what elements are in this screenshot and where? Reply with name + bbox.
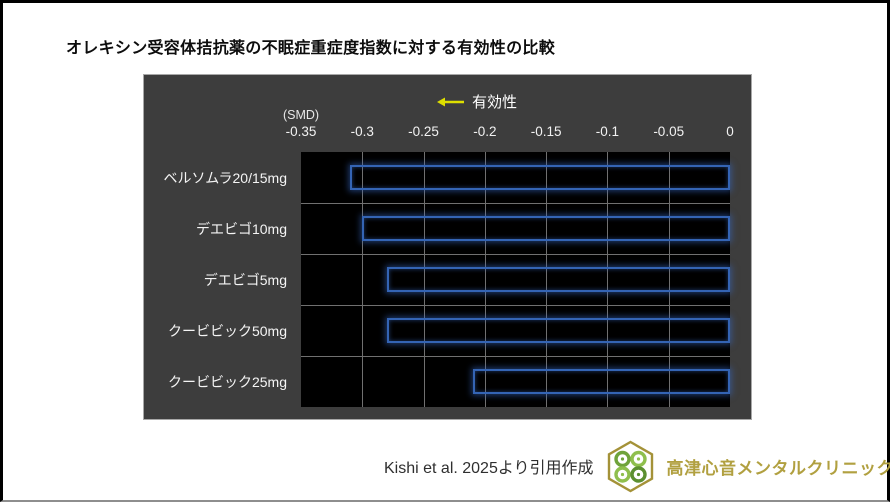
- bar-ベルソムラ20/15mg: [350, 165, 730, 190]
- x-tick-label: -0.25: [408, 124, 439, 139]
- bar-クービビック25mg: [472, 369, 730, 394]
- vertical-gridline: [362, 152, 364, 407]
- vertical-gridline: [607, 152, 609, 407]
- bar-クービビック50mg: [386, 318, 730, 343]
- clinic-logo-icon: [607, 440, 653, 492]
- effectiveness-label: 有効性: [472, 94, 518, 111]
- bar-デエビゴ5mg: [386, 267, 730, 292]
- horizontal-gridline: [301, 356, 730, 357]
- x-tick-label: -0.15: [530, 124, 562, 139]
- vertical-gridline: [546, 152, 548, 407]
- bar-デエビゴ10mg: [362, 216, 730, 241]
- category-label: クービビック25mg: [167, 373, 287, 390]
- category-label: デエビゴ5mg: [203, 271, 287, 288]
- page-title: オレキシン受容体拮抗薬の不眠症重症度指数に対する有効性の比較: [66, 40, 556, 57]
- source-citation: Kishi et al. 2025より引用作成: [384, 460, 594, 477]
- effectiveness-annotation: 有効性: [437, 91, 517, 112]
- vertical-gridline: [668, 152, 670, 407]
- vertical-gridline: [484, 152, 486, 407]
- x-tick-label: -0.2: [473, 124, 497, 139]
- x-tick-label: -0.1: [595, 124, 620, 139]
- horizontal-gridline: [301, 254, 730, 255]
- x-tick-label: -0.35: [285, 124, 317, 139]
- axis-unit-label: (SMD): [282, 108, 320, 122]
- clinic-name: 高津心音メンタルクリニック: [666, 458, 890, 478]
- left-arrow-icon: [437, 97, 464, 106]
- x-tick-label: -0.3: [350, 124, 374, 139]
- chart-panel: 有効性 (SMD) -0.35 -0.3 -0.25 -0.2 -0.15 -0.1 -0.…: [143, 74, 752, 420]
- plot-area: [301, 152, 730, 407]
- vertical-gridline: [423, 152, 425, 407]
- horizontal-gridline: [301, 305, 730, 306]
- x-tick-label: -0.05: [653, 124, 685, 139]
- x-tick-label: 0: [726, 124, 734, 139]
- x-axis-ticks: -0.35 -0.3 -0.25 -0.2 -0.15 -0.1 -0.05 0: [286, 124, 734, 141]
- category-label: クービビック50mg: [167, 322, 287, 339]
- category-label: デエビゴ10mg: [195, 220, 287, 237]
- category-label: ベルソムラ20/15mg: [163, 169, 287, 186]
- horizontal-gridline: [301, 203, 730, 204]
- footer: Kishi et al. 2025より引用作成 高津心音メンタルクリニック: [384, 439, 890, 493]
